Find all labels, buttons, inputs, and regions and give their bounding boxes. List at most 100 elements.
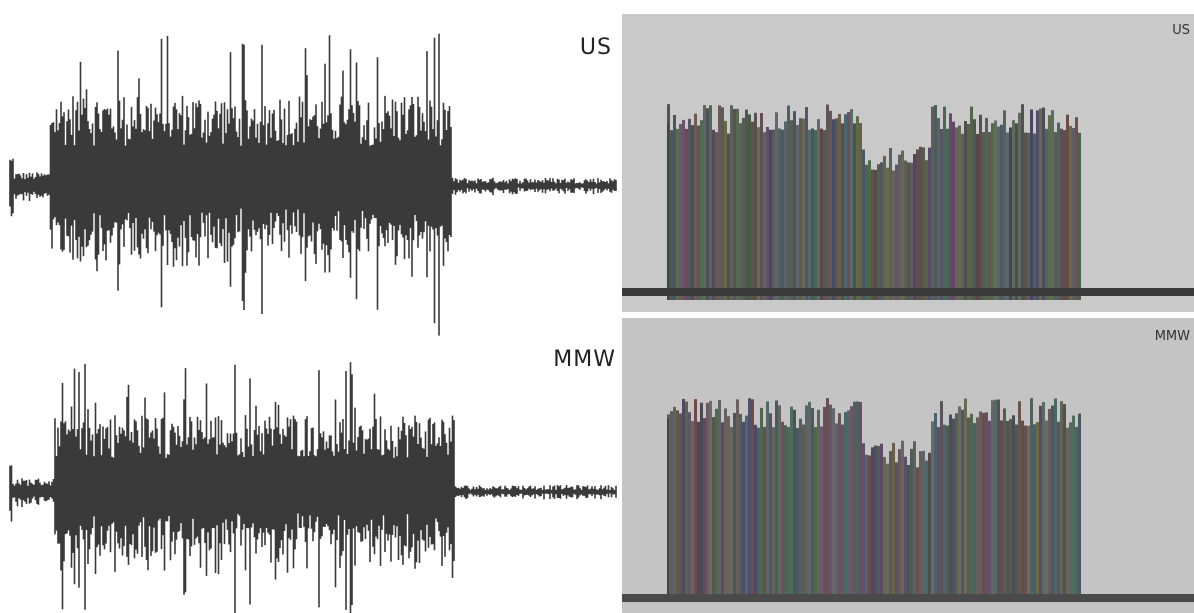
spectrogram-band	[742, 118, 745, 300]
spectrogram-band	[931, 421, 934, 600]
spectrogram-band	[838, 114, 841, 300]
spectrogram-band	[1027, 133, 1030, 300]
spectrogram-band	[1072, 128, 1075, 300]
spectrogram-band	[961, 134, 964, 300]
spectrogram-band	[709, 105, 712, 300]
spectrogram-band	[1009, 419, 1012, 600]
spectrogram-band	[679, 124, 682, 300]
spectrogram-band	[886, 168, 889, 300]
spectrogram-band	[721, 107, 724, 300]
spectrogram-band	[1042, 108, 1045, 300]
spectrogram-band	[1078, 133, 1081, 300]
spectrogram-band	[1066, 115, 1069, 300]
spectrogram-band	[736, 109, 739, 300]
spectrogram-band	[895, 165, 898, 300]
spectrogram-band	[718, 400, 721, 600]
spectrogram-band	[997, 127, 1000, 300]
spectrogram-band	[754, 425, 757, 600]
spectrogram-band	[1030, 109, 1033, 300]
spectrogram-band	[673, 115, 676, 300]
spectrogram-band	[883, 156, 886, 300]
spectrogram-band	[1045, 129, 1048, 300]
spectrogram-band	[874, 446, 877, 600]
spectrogram-band	[970, 107, 973, 300]
spectrogram-band	[1000, 420, 1003, 600]
spectrogram-band	[1021, 104, 1024, 300]
spectrogram-band	[988, 132, 991, 300]
spectrogram-band	[1054, 399, 1057, 600]
spectrogram-band	[1075, 117, 1078, 300]
spectrogram-band	[901, 151, 904, 300]
spectrogram-band	[787, 106, 790, 300]
spectrogram-band	[697, 422, 700, 600]
spectrogram-band	[907, 162, 910, 300]
spectrogram-band	[1015, 123, 1018, 300]
spectrogram-band	[994, 400, 997, 600]
spectrogram-band	[958, 125, 961, 300]
spectrogram-band	[694, 399, 697, 600]
spectrogram-band	[889, 148, 892, 300]
spectrogram-band	[745, 416, 748, 600]
spectrogram-band	[991, 400, 994, 600]
spectrogram-band	[817, 410, 820, 600]
spectrogram-band	[880, 444, 883, 600]
spectrogram-band	[685, 129, 688, 300]
spectrogram-band	[808, 130, 811, 300]
spectrogram-band	[694, 114, 697, 300]
spectrogram-band	[670, 130, 673, 300]
spectrogram-band	[763, 132, 766, 300]
spectrogram-band	[967, 124, 970, 300]
spectrogram-band	[682, 120, 685, 300]
spectrogram-band	[733, 109, 736, 300]
spectrogram-band	[985, 412, 988, 600]
spectrogram-band	[1000, 125, 1003, 300]
spectrogram-band	[889, 451, 892, 600]
spectrogram-band	[1024, 426, 1027, 600]
spectrogram-band	[970, 414, 973, 600]
spectrogram-band	[817, 119, 820, 300]
spectrogram-band	[901, 441, 904, 600]
spectrogram-band	[934, 105, 937, 300]
spectrogram-band	[1036, 422, 1039, 600]
spectrogram-band	[1057, 422, 1060, 600]
spectrogram-band	[799, 419, 802, 600]
spectrogram-band	[1018, 401, 1021, 600]
spectrogram-band	[1039, 406, 1042, 600]
spectrogram-band	[796, 428, 799, 600]
spectrogram-band	[739, 123, 742, 300]
spectrogram-band	[955, 127, 958, 300]
spectrogram-band	[904, 160, 907, 300]
spectrogram-band	[1069, 422, 1072, 600]
spectrogram-band	[904, 457, 907, 600]
spectrogram-band	[775, 400, 778, 600]
baseline-band	[622, 288, 1194, 296]
spectrogram-band	[1033, 424, 1036, 600]
spectrogram-band	[712, 417, 715, 600]
spectrogram-band	[781, 130, 784, 300]
spectrogram-band	[1039, 109, 1042, 300]
spectrogram-band	[871, 170, 874, 300]
spectrogram-band	[994, 120, 997, 300]
spectrogram-band	[727, 134, 730, 300]
spectrogram-band	[748, 114, 751, 300]
spectrogram-band	[916, 149, 919, 300]
spectrogram-band	[1054, 132, 1057, 300]
spectrogram-band	[847, 112, 850, 300]
spectrogram-band	[811, 128, 814, 300]
spectrogram-band	[1036, 110, 1039, 300]
spectrogram-band	[1012, 120, 1015, 300]
spectrogram-band	[796, 125, 799, 300]
spectrogram-band	[853, 123, 856, 300]
spectrogram-band	[820, 426, 823, 600]
spectrogram-label: US	[1172, 23, 1190, 38]
spectrogram-band	[910, 163, 913, 300]
spectrogram-band	[913, 441, 916, 600]
spectrogram-band	[955, 413, 958, 600]
spectrogram-band	[712, 130, 715, 300]
spectrogram-band	[964, 398, 967, 600]
spectrogram-band	[745, 110, 748, 300]
spectrogram-band	[751, 399, 754, 600]
spectrogram-band	[850, 109, 853, 300]
spectrogram-band	[823, 130, 826, 300]
spectrogram-band	[895, 462, 898, 600]
